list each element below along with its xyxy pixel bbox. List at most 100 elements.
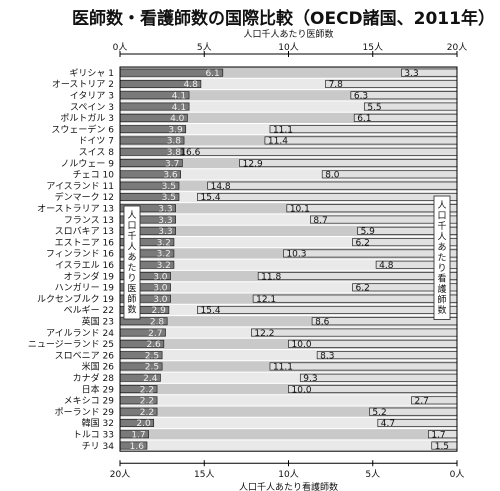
doctor-value-label: 3.0 <box>153 272 168 282</box>
country-label: スペイン 3 <box>70 103 114 113</box>
nurse-value-label: 8.0 <box>325 171 340 181</box>
doctor-value-label: 3.2 <box>157 238 171 248</box>
country-label: ハンガリー 19 <box>55 283 115 294</box>
doctor-value-label: 2.6 <box>146 340 161 350</box>
doctor-value-label: 2.5 <box>145 363 159 373</box>
doctor-value-label: 3.0 <box>153 295 168 305</box>
nurse-bar <box>325 79 458 88</box>
nurse-value-label: 15.4 <box>201 193 221 203</box>
row-background <box>120 315 457 327</box>
inner-label-left-char: 人 <box>127 210 136 221</box>
row-background <box>120 89 457 101</box>
top-axis-tick-label: 15人 <box>363 42 383 53</box>
row-background <box>120 394 457 406</box>
nurse-bar <box>269 125 458 134</box>
nurse-value-label: 14.8 <box>211 182 231 192</box>
row-background <box>120 213 457 226</box>
inner-label-left-char: 千 <box>127 231 136 242</box>
country-label: 日本 29 <box>82 383 115 395</box>
row-background <box>120 259 457 271</box>
nurse-value-label: 10.1 <box>290 204 310 214</box>
nurse-bar <box>207 181 458 190</box>
inner-label-left-box <box>123 205 141 320</box>
nurse-value-label: 1.7 <box>431 430 445 440</box>
country-label: 韓国 32 <box>82 418 114 429</box>
doctor-value-label: 3.6 <box>163 171 178 181</box>
nurse-bar <box>283 249 458 258</box>
country-label: アイスランド 11 <box>46 181 114 192</box>
nurse-value-label: 4.8 <box>379 261 394 271</box>
country-label: チリ 34 <box>82 441 115 452</box>
nurse-value-label: 10.3 <box>286 250 306 260</box>
country-label: デンマーク 12 <box>55 191 114 203</box>
nurse-value-label: 12.9 <box>243 159 263 169</box>
nurse-value-label: 10.0 <box>292 385 312 395</box>
nurse-bar <box>239 159 458 168</box>
top-axis-tick-label: 0人 <box>113 42 128 53</box>
inner-label-right-char: 人 <box>437 232 446 243</box>
country-label: スロバキア 13 <box>55 226 114 237</box>
nurse-bar <box>269 362 458 371</box>
inner-label-right-char: 千 <box>437 221 446 232</box>
country-label: チェコ 10 <box>73 170 115 181</box>
nurse-value-label: 11.4 <box>268 137 288 147</box>
row-background <box>120 281 457 293</box>
doctor-value-label: 2.0 <box>136 419 151 429</box>
country-label: ノルウェー 9 <box>60 158 114 169</box>
nurse-value-label: 4.7 <box>381 419 395 429</box>
nurse-value-label: 12.2 <box>254 329 274 339</box>
doctor-value-label: 3.2 <box>157 250 171 260</box>
row-background <box>120 67 457 79</box>
doctor-value-label: 3.8 <box>167 137 182 147</box>
row-background <box>120 439 457 452</box>
inner-label-left-char: あ <box>127 252 136 263</box>
inner-label-right-char: り <box>437 263 446 274</box>
country-label: 米国 26 <box>82 361 115 373</box>
nurse-value-label: 12.1 <box>256 295 276 305</box>
nurse-bar <box>288 339 458 348</box>
country-label: カナダ 28 <box>73 372 115 384</box>
nurse-value-label: 1.5 <box>435 442 449 452</box>
nurse-value-label: 8.6 <box>315 317 330 327</box>
doctor-value-label: 4.1 <box>172 103 186 113</box>
doctor-value-label: 2.2 <box>140 408 154 418</box>
row-background <box>120 225 457 237</box>
inner-label-left-char: 数 <box>127 304 136 316</box>
country-label: オランダ 19 <box>64 270 115 282</box>
nurse-value-label: 11.1 <box>273 363 293 373</box>
inner-label-right-box <box>433 195 451 320</box>
nurse-value-label: 5.5 <box>367 103 381 113</box>
top-axis-tick-label: 20人 <box>447 42 467 53</box>
doctor-value-label: 3.2 <box>157 261 171 271</box>
doctor-value-label: 3.9 <box>168 125 183 135</box>
inner-label-right-char: 口 <box>437 212 446 222</box>
nurse-value-label: 15.4 <box>201 306 221 316</box>
nurse-value-label: 8.3 <box>320 351 334 361</box>
doctor-value-label: 4.1 <box>172 91 186 101</box>
country-label: フィンランド 16 <box>46 249 114 260</box>
country-label: ベルギー 22 <box>64 305 114 316</box>
country-label: オーストリア 2 <box>52 79 114 90</box>
inner-label-right-char: 看 <box>437 273 446 285</box>
doctor-value-label: 3.5 <box>162 182 176 192</box>
nurse-value-label: 6.1 <box>357 114 371 124</box>
row-background <box>120 428 457 440</box>
bottom-axis-tick-label: 5人 <box>365 469 380 480</box>
labels: 3.3 6.1 ギリシャ 1 7.8 4.8 オーストリア 2 6.3 4.1 イタリア 3 5.… <box>28 28 467 491</box>
inner-label-right-char: 護 <box>437 283 446 295</box>
country-label: ニュージーランド 25 <box>28 339 114 350</box>
doctor-value-label: 2.9 <box>152 306 167 316</box>
nurse-bar <box>316 351 458 360</box>
country-label: ギリシャ 1 <box>69 68 114 79</box>
country-label: 英国 23 <box>82 315 114 327</box>
row-background <box>120 112 457 124</box>
doctor-value-label: 3.3 <box>158 216 172 226</box>
country-label: ドイツ 7 <box>78 137 114 147</box>
nurse-value-label: 8.7 <box>313 216 327 226</box>
country-label: トルコ 33 <box>73 430 114 440</box>
doctor-value-label: 2.2 <box>140 385 154 395</box>
doctor-value-label: 4.8 <box>184 80 199 90</box>
nurse-bar <box>197 192 458 201</box>
